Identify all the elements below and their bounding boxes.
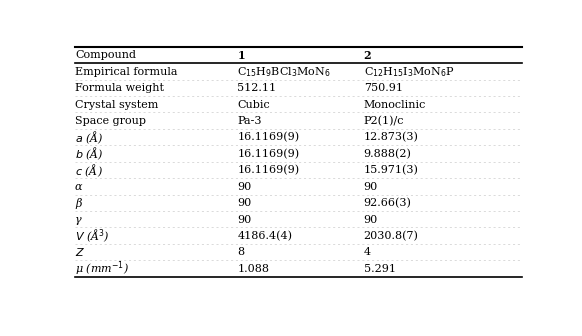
Text: Crystal system: Crystal system xyxy=(75,99,158,110)
Text: 90: 90 xyxy=(364,182,378,192)
Text: 8: 8 xyxy=(237,247,244,257)
Text: $a$ (Å): $a$ (Å) xyxy=(75,129,104,146)
Text: β: β xyxy=(75,198,81,209)
Text: Compound: Compound xyxy=(75,50,136,60)
Text: C$_{12}$H$_{15}$I$_{3}$MoN$_{6}$P: C$_{12}$H$_{15}$I$_{3}$MoN$_{6}$P xyxy=(364,65,455,79)
Text: 2030.8(7): 2030.8(7) xyxy=(364,231,418,241)
Text: Monoclinic: Monoclinic xyxy=(364,99,426,110)
Text: Formula weight: Formula weight xyxy=(75,83,164,93)
Text: $Z$: $Z$ xyxy=(75,246,85,258)
Text: 9.888(2): 9.888(2) xyxy=(364,149,411,159)
Text: 12.873(3): 12.873(3) xyxy=(364,132,418,142)
Text: Space group: Space group xyxy=(75,116,146,126)
Text: γ: γ xyxy=(75,215,81,224)
Text: 1.088: 1.088 xyxy=(237,264,269,274)
Text: P2(1)/c: P2(1)/c xyxy=(364,116,404,126)
Text: 90: 90 xyxy=(364,215,378,224)
Text: 1: 1 xyxy=(237,50,245,61)
Text: 90: 90 xyxy=(237,215,251,224)
Text: 90: 90 xyxy=(237,182,251,192)
Text: Pa-3: Pa-3 xyxy=(237,116,262,126)
Text: $c$ (Å): $c$ (Å) xyxy=(75,162,103,178)
Text: 4: 4 xyxy=(364,247,371,257)
Text: α: α xyxy=(75,182,83,192)
Text: 15.971(3): 15.971(3) xyxy=(364,165,418,175)
Text: 5.291: 5.291 xyxy=(364,264,396,274)
Text: 92.66(3): 92.66(3) xyxy=(364,198,411,208)
Text: $b$ (Å): $b$ (Å) xyxy=(75,145,104,162)
Text: 2: 2 xyxy=(364,50,371,61)
Text: 750.91: 750.91 xyxy=(364,83,403,93)
Text: μ (mm$^{-1}$): μ (mm$^{-1}$) xyxy=(75,259,129,278)
Text: $V$ (Å$^{3}$): $V$ (Å$^{3}$) xyxy=(75,227,110,245)
Text: C$_{15}$H$_{9}$BCl$_{3}$MoN$_{6}$: C$_{15}$H$_{9}$BCl$_{3}$MoN$_{6}$ xyxy=(237,65,331,79)
Text: 90: 90 xyxy=(237,198,251,208)
Text: 16.1169(9): 16.1169(9) xyxy=(237,165,300,175)
Text: 16.1169(9): 16.1169(9) xyxy=(237,149,300,159)
Text: Cubic: Cubic xyxy=(237,99,270,110)
Text: 16.1169(9): 16.1169(9) xyxy=(237,132,300,142)
Text: 512.11: 512.11 xyxy=(237,83,276,93)
Text: 4186.4(4): 4186.4(4) xyxy=(237,231,292,241)
Text: Empirical formula: Empirical formula xyxy=(75,67,178,77)
